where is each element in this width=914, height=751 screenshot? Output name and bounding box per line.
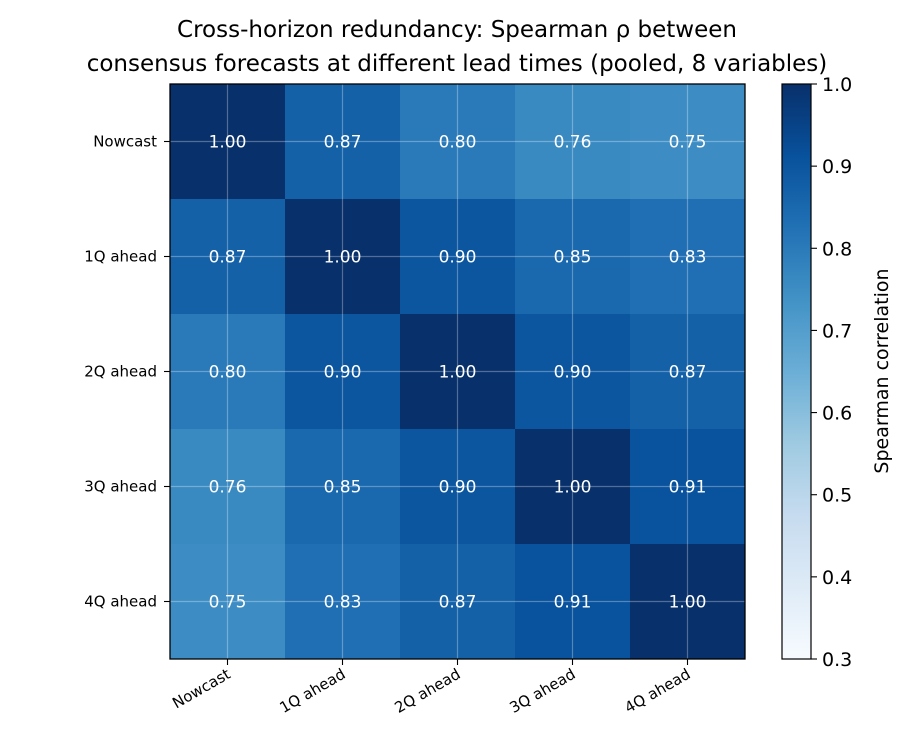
heatmap-cell <box>515 314 631 430</box>
cell-value-label: 1.00 <box>324 248 362 268</box>
heatmap-cell <box>630 314 746 430</box>
heatmap-cell <box>515 199 631 315</box>
cell-value-label: 0.85 <box>554 248 592 268</box>
colorbar-tick-label: 0.4 <box>822 567 852 589</box>
x-tick-label: 2Q ahead <box>391 665 463 717</box>
heatmap-cell <box>630 199 746 315</box>
heatmap-cell <box>630 84 746 200</box>
cell-value-label: 0.87 <box>439 593 477 613</box>
cell-value-label: 0.91 <box>554 593 592 613</box>
y-tick-label: 2Q ahead <box>84 363 157 381</box>
heatmap-cell <box>170 314 286 430</box>
y-tick-label: 4Q ahead <box>84 593 157 611</box>
cell-value-labels: 1.00 0.87 0.80 0.76 0.75 0.87 1.00 0.90 0.85 0.83… <box>209 133 707 613</box>
cell-value-label: 1.00 <box>209 133 247 153</box>
heatmap-cell <box>400 429 516 545</box>
x-axis: Nowcast 1Q ahead 2Q ahead 3Q ahead 4Q ahead <box>169 659 694 717</box>
heatmap-cell <box>515 429 631 545</box>
heatmap-cells <box>170 84 746 660</box>
colorbar-tick-label: 0.6 <box>822 403 852 425</box>
cell-value-label: 0.90 <box>324 363 362 383</box>
cell-value-label: 1.00 <box>554 478 592 498</box>
heatmap-cell <box>515 84 631 200</box>
cell-value-label: 0.80 <box>439 133 477 153</box>
x-tick-label: 3Q ahead <box>506 665 578 717</box>
heatmap-cell <box>170 429 286 545</box>
x-tick-label: Nowcast <box>169 665 233 713</box>
heatmap-cell <box>400 544 516 660</box>
heatmap-cell <box>285 544 401 660</box>
cell-value-label: 0.80 <box>209 363 247 383</box>
heatmap-cell <box>630 429 746 545</box>
colorbar-tick-label: 0.3 <box>822 649 852 671</box>
cell-value-label: 0.76 <box>209 478 247 498</box>
heatmap-cell <box>170 199 286 315</box>
cell-value-label: 1.00 <box>439 363 477 383</box>
x-tick-label: 1Q ahead <box>276 665 348 717</box>
cell-value-label: 0.90 <box>554 363 592 383</box>
heatmap-cell <box>630 544 746 660</box>
heatmap-grid <box>170 84 745 659</box>
heatmap-cell <box>285 199 401 315</box>
x-tick-label: 4Q ahead <box>621 665 693 717</box>
cell-value-label: 0.75 <box>209 593 247 613</box>
heatmap-cell <box>285 84 401 200</box>
heatmap-cell <box>400 199 516 315</box>
chart-title-line-1: Cross-horizon redundancy: Spearman ρ bet… <box>177 17 737 43</box>
heatmap-cell <box>285 429 401 545</box>
colorbar-tick-label: 0.5 <box>822 485 852 507</box>
cell-value-label: 0.76 <box>554 133 592 153</box>
colorbar-label: Spearman correlation <box>871 268 893 473</box>
cell-value-label: 0.90 <box>439 248 477 268</box>
colorbar-tick-label: 0.8 <box>822 238 852 260</box>
colorbar-tick-label: 1.0 <box>822 74 852 96</box>
heatmap-cell <box>400 84 516 200</box>
cell-value-label: 0.90 <box>439 478 477 498</box>
y-tick-label: 1Q ahead <box>84 248 157 266</box>
chart-title-line-2: consensus forecasts at different lead ti… <box>87 51 828 77</box>
colorbar-axis: 0.3 0.4 0.5 0.6 0.7 0.8 0.9 1.0 <box>811 74 852 671</box>
cell-value-label: 0.87 <box>324 133 362 153</box>
cell-value-label: 0.87 <box>669 363 707 383</box>
heatmap-cell <box>170 544 286 660</box>
cell-value-label: 0.83 <box>324 593 362 613</box>
cell-value-label: 0.83 <box>669 248 707 268</box>
heatmap-cell <box>400 314 516 430</box>
cell-value-label: 0.85 <box>324 478 362 498</box>
y-axis: Nowcast 1Q ahead 2Q ahead 3Q ahead 4Q ahead <box>84 133 170 611</box>
cell-value-label: 0.87 <box>209 248 247 268</box>
cell-value-label: 0.91 <box>669 478 707 498</box>
heatmap-cell <box>170 84 286 200</box>
heatmap-cell <box>515 544 631 660</box>
y-tick-label: Nowcast <box>93 133 157 151</box>
colorbar-tick-label: 0.9 <box>822 156 852 178</box>
colorbar-tick-label: 0.7 <box>822 320 852 342</box>
cell-value-label: 1.00 <box>669 593 707 613</box>
cell-value-label: 0.75 <box>669 133 707 153</box>
colorbar <box>781 83 812 660</box>
y-tick-label: 3Q ahead <box>84 478 157 496</box>
heatmap-cell <box>285 314 401 430</box>
